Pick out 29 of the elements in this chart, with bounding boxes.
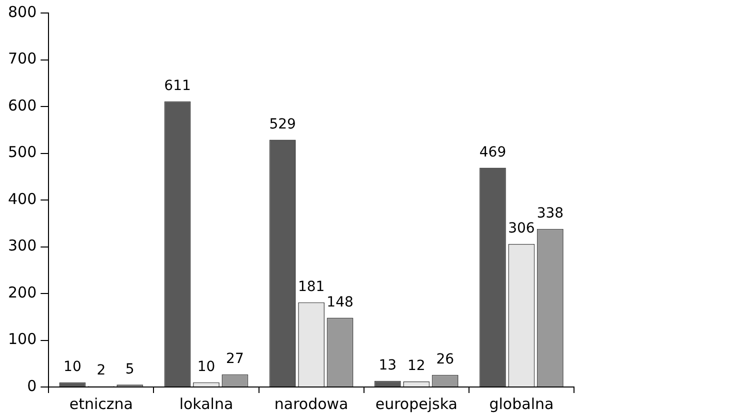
data-label: 181 [298, 279, 325, 296]
y-tick-label: 700 [8, 50, 37, 68]
data-label: 2 [96, 362, 106, 379]
y-tick-label: 800 [8, 2, 37, 21]
data-label: 10 [64, 358, 82, 375]
data-label: 12 [407, 358, 426, 374]
data-label: 148 [326, 294, 354, 310]
data-label: 10 [197, 358, 216, 375]
y-tick-label: 500 [8, 143, 37, 162]
y-tick-label: 200 [8, 283, 37, 302]
x-tick-label: etniczna [69, 394, 133, 413]
data-label: 5 [125, 361, 134, 378]
y-tick-label: 0 [27, 376, 37, 395]
data-label: 611 [164, 78, 191, 94]
data-label: 529 [269, 116, 296, 132]
data-label: 338 [536, 206, 564, 222]
y-tick-label: 400 [8, 190, 37, 208]
y-tick-label: 100 [8, 330, 37, 348]
x-tick-label: lokalna [179, 394, 234, 413]
y-tick-label: 300 [8, 236, 37, 255]
data-label: 26 [436, 351, 454, 368]
data-label: 306 [508, 220, 535, 237]
x-tick-label: europejska [375, 394, 458, 413]
x-tick-label: globalna [489, 394, 554, 413]
y-tick-label: 600 [8, 96, 37, 114]
data-label: 469 [479, 144, 506, 160]
data-label: 13 [378, 358, 397, 374]
x-tick-label: narodowa [274, 394, 348, 413]
data-label: 27 [226, 351, 244, 368]
